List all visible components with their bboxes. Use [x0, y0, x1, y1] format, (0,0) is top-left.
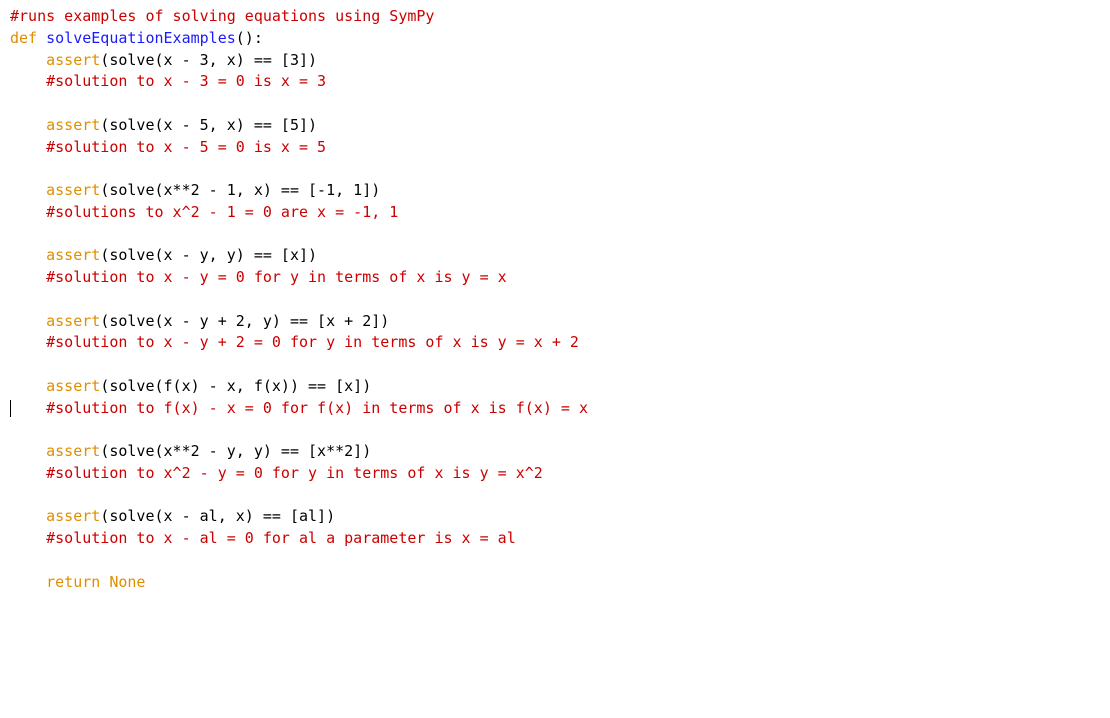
code-line: #solution to x - y + 2 = 0 for y in term… — [10, 332, 1100, 354]
token-comment: #solution to x - y + 2 = 0 for y in term… — [46, 333, 579, 351]
code-line: return None — [10, 572, 1100, 594]
token-funcname: solveEquationExamples — [46, 29, 236, 47]
code-line: #solution to x - y = 0 for y in terms of… — [10, 267, 1100, 289]
code-line: assert(solve(x**2 - y, y) == [x**2]) — [10, 441, 1100, 463]
code-line: #runs examples of solving equations usin… — [10, 6, 1100, 28]
code-block: #runs examples of solving equations usin… — [10, 6, 1100, 593]
code-line — [10, 485, 1100, 507]
code-line: def solveEquationExamples(): — [10, 28, 1100, 50]
code-line: assert(solve(x**2 - 1, x) == [-1, 1]) — [10, 180, 1100, 202]
token-builtin: assert — [46, 116, 100, 134]
code-line — [10, 289, 1100, 311]
token-comment: #solution to x^2 - y = 0 for y in terms … — [46, 464, 543, 482]
token-builtin: assert — [46, 312, 100, 330]
token-comment: #solution to x - 5 = 0 is x = 5 — [46, 138, 326, 156]
token-builtin: assert — [46, 442, 100, 460]
code-line: #solution to x - 5 = 0 is x = 5 — [10, 137, 1100, 159]
token-identifier: (solve(f(x) - x, f(x)) == [x]) — [100, 377, 371, 395]
token-builtin: assert — [46, 507, 100, 525]
token-comment: #solution to x - 3 = 0 is x = 3 — [46, 72, 326, 90]
token-builtin: assert — [46, 246, 100, 264]
token-comment: #runs examples of solving equations usin… — [10, 7, 434, 25]
code-line — [10, 419, 1100, 441]
token-none: None — [109, 573, 145, 591]
code-line: #solutions to x^2 - 1 = 0 are x = -1, 1 — [10, 202, 1100, 224]
code-line — [10, 354, 1100, 376]
token-identifier: (solve(x - y + 2, y) == [x + 2]) — [100, 312, 389, 330]
token-identifier: (solve(x - al, x) == [al]) — [100, 507, 335, 525]
code-line: assert(solve(f(x) - x, f(x)) == [x]) — [10, 376, 1100, 398]
code-line: #solution to x^2 - y = 0 for y in terms … — [10, 463, 1100, 485]
token-builtin: assert — [46, 377, 100, 395]
token-comment: #solution to x - al = 0 for al a paramet… — [46, 529, 516, 547]
code-line: #solution to x - al = 0 for al a paramet… — [10, 528, 1100, 550]
token-punct: (): — [236, 29, 263, 47]
code-line: assert(solve(x - 3, x) == [3]) — [10, 50, 1100, 72]
code-line: #solution to x - 3 = 0 is x = 3 — [10, 71, 1100, 93]
token-keyword: def — [10, 29, 46, 47]
token-comment: #solution to x - y = 0 for y in terms of… — [46, 268, 507, 286]
code-line — [10, 224, 1100, 246]
code-line: assert(solve(x - y, y) == [x]) — [10, 245, 1100, 267]
token-comment: #solutions to x^2 - 1 = 0 are x = -1, 1 — [46, 203, 398, 221]
token-keyword: return — [46, 573, 109, 591]
code-line: assert(solve(x - al, x) == [al]) — [10, 506, 1100, 528]
code-line: #solution to f(x) - x = 0 for f(x) in te… — [10, 398, 1100, 420]
code-line — [10, 158, 1100, 180]
token-identifier: (solve(x**2 - 1, x) == [-1, 1]) — [100, 181, 380, 199]
token-builtin: assert — [46, 181, 100, 199]
code-line: assert(solve(x - 5, x) == [5]) — [10, 115, 1100, 137]
code-line — [10, 93, 1100, 115]
token-identifier: (solve(x**2 - y, y) == [x**2]) — [100, 442, 371, 460]
token-identifier: (solve(x - 5, x) == [5]) — [100, 116, 317, 134]
code-line — [10, 550, 1100, 572]
token-comment: #solution to f(x) - x = 0 for f(x) in te… — [46, 399, 588, 417]
code-line: assert(solve(x - y + 2, y) == [x + 2]) — [10, 311, 1100, 333]
token-identifier: (solve(x - y, y) == [x]) — [100, 246, 317, 264]
token-identifier: (solve(x - 3, x) == [3]) — [100, 51, 317, 69]
token-builtin: assert — [46, 51, 100, 69]
